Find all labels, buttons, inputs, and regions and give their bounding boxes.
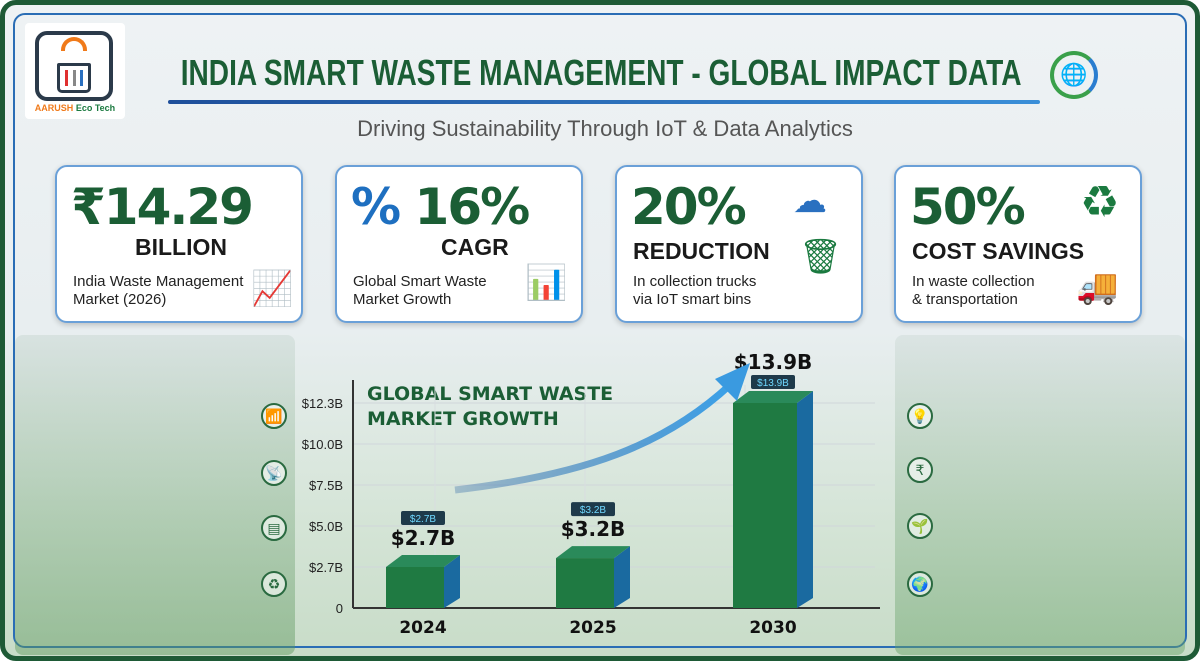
page-title: INDIA SMART WASTE MANAGEMENT - GLOBAL IM… [180,52,1022,93]
bar-2030 [733,403,797,608]
data-badge [751,375,795,389]
smart-device-icon: ▤ [261,515,287,541]
recycle-icon: ♻ [1080,178,1120,227]
stat-value: % 16% [351,178,530,236]
coins-growth-icon: 📈 [251,270,294,308]
stat-value: ₹14.29 [71,178,254,236]
delivery-truck-icon: 🚚 [1076,268,1119,306]
globe-cycle-icon: 🌍 [907,571,933,597]
logo-brand: AARUSH Eco Tech [34,103,116,113]
y-tick-label: $12.3B [302,396,343,411]
trend-arrow [454,382,733,494]
stat-label: COST SAVINGS [912,238,1085,264]
data-label: $3.2B [561,517,626,541]
stat-label: REDUCTION [633,238,770,264]
page-subtitle: Driving Sustainability Through IoT & Dat… [357,116,853,141]
data-label: $2.7B [391,526,456,550]
data-badge [571,502,615,517]
plant-hand-icon: 🌱 [907,513,933,539]
stat-value: 50% [910,178,1026,236]
title-underline [168,100,1040,104]
stat-value: 20% [631,178,747,236]
bar-2025 [556,558,614,608]
cloud-icon: ☁ [793,182,827,220]
y-tick-label: $5.0B [309,519,343,534]
x-tick-label: 2024 [399,618,446,638]
chart-title: GLOBAL SMART WASTE MARKET GROWTH [367,383,614,430]
stat-description: In waste collection & transportation [912,273,1035,308]
city-background-right [895,335,1185,655]
stat-description: India Waste Management Market (2026) [73,273,244,308]
stat-card-market: ₹14.29 BILLION India Waste Management Mar… [55,165,303,323]
globe-recycle-icon: 🌐 [1050,51,1098,99]
growth-chart-gear-icon: 📊 [525,264,568,302]
bar-2024 [386,567,444,608]
y-tick-label: 0 [336,601,343,616]
stat-card-cagr: % 16% CAGR Global Smart Waste Market Grow… [335,165,583,323]
data-badge-label: $3.2B [580,505,606,516]
trend-arrow-head [715,363,750,401]
bar-side [797,391,813,608]
rupee-hand-icon: ₹ [907,457,933,483]
x-tick-label: 2030 [749,618,796,638]
stat-description: In collection trucks via IoT smart bins [633,273,757,308]
idea-bulb-icon: 💡 [907,403,933,429]
y-tick-label: $2.7B [309,560,343,575]
stat-card-reduction: 20% REDUCTION In collection trucks via Io… [615,165,863,323]
y-tick-label: $10.0B [302,437,343,452]
stat-label: CAGR [441,234,509,260]
data-badge [401,511,445,525]
signal-tower-icon: 📡 [261,460,287,486]
stat-label: BILLION [135,234,227,260]
y-tick-label: $7.5B [309,478,343,493]
bar-side [614,546,630,608]
recycle-bin-icon: ♻ [261,571,287,597]
stat-card-cost-savings: 50% COST SAVINGS In waste collection & tr… [894,165,1142,323]
data-badge-label: $13.9B [757,378,789,389]
bar-top [386,555,460,567]
bar-top [733,391,813,403]
wifi-icon [61,37,87,51]
bar-top [556,546,630,559]
stat-description: Global Smart Waste Market Growth [353,273,487,308]
inner-border [13,13,1187,648]
x-tick-label: 2025 [569,618,616,638]
logo-frame [35,31,113,101]
smart-bin-icon: 🗑 [799,238,843,276]
logo: AARUSH Eco Tech [25,23,125,119]
bar-chart: 0$2.7B$5.0B$7.5B$10.0B$12.3B2024$2.7B$2.… [302,350,880,638]
city-background-left [15,335,295,655]
data-badge-label: $2.7B [410,514,436,525]
trash-bin-icon [57,63,91,93]
bar-side [444,555,460,608]
iot-sensor-icon: 📶 [261,403,287,429]
